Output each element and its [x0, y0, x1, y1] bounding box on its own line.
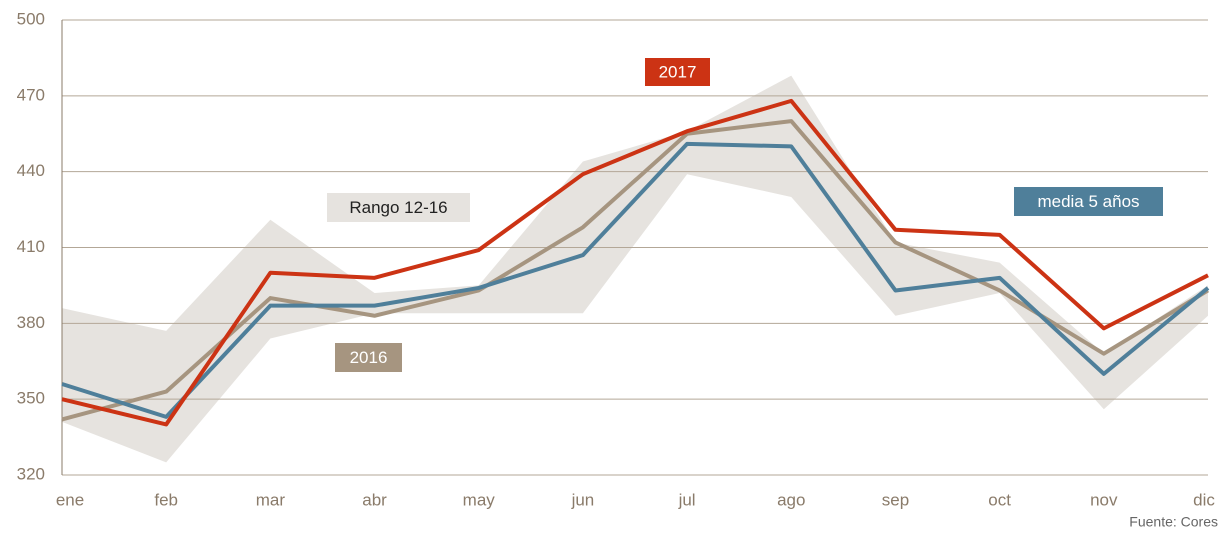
source: Fuente: Cores [1129, 514, 1218, 530]
x-tick-label: abr [362, 490, 387, 509]
y-tick-label: 380 [17, 313, 45, 332]
series-line [61, 141, 1210, 419]
y-tick-label: 470 [17, 85, 45, 104]
legend-label-box [1014, 187, 1163, 216]
series-line [61, 119, 1210, 422]
y-tick-label: 410 [17, 237, 45, 256]
x-tick-label: feb [154, 490, 178, 509]
legend-label-box [645, 58, 710, 86]
x-tick-label: sep [882, 490, 909, 509]
y-tick-label: 440 [17, 161, 45, 180]
legend-label: media 5 años [1037, 192, 1139, 211]
legend-label-box [335, 343, 402, 372]
legend-label: 2016 [350, 348, 388, 367]
x-tick-label: jul [678, 490, 696, 509]
y-tick-label: 500 [17, 9, 45, 28]
series-line [61, 98, 1209, 427]
y-tick-label: 320 [17, 464, 45, 483]
y-tick-label: 350 [17, 389, 45, 408]
x-tick-label: jun [571, 490, 595, 509]
band-label: Rango 12-16 [349, 198, 447, 217]
x-tick-label: ago [777, 490, 805, 509]
x-tick-label: dic [1193, 490, 1215, 509]
x-tick-label: mar [256, 490, 286, 509]
band-label-box [327, 193, 470, 222]
x-tick-label: oct [988, 490, 1011, 509]
x-tick-label: ene [56, 490, 84, 509]
x-tick-label: nov [1090, 490, 1118, 509]
x-tick-label: may [463, 490, 496, 509]
legend-label: 2017 [659, 62, 697, 81]
